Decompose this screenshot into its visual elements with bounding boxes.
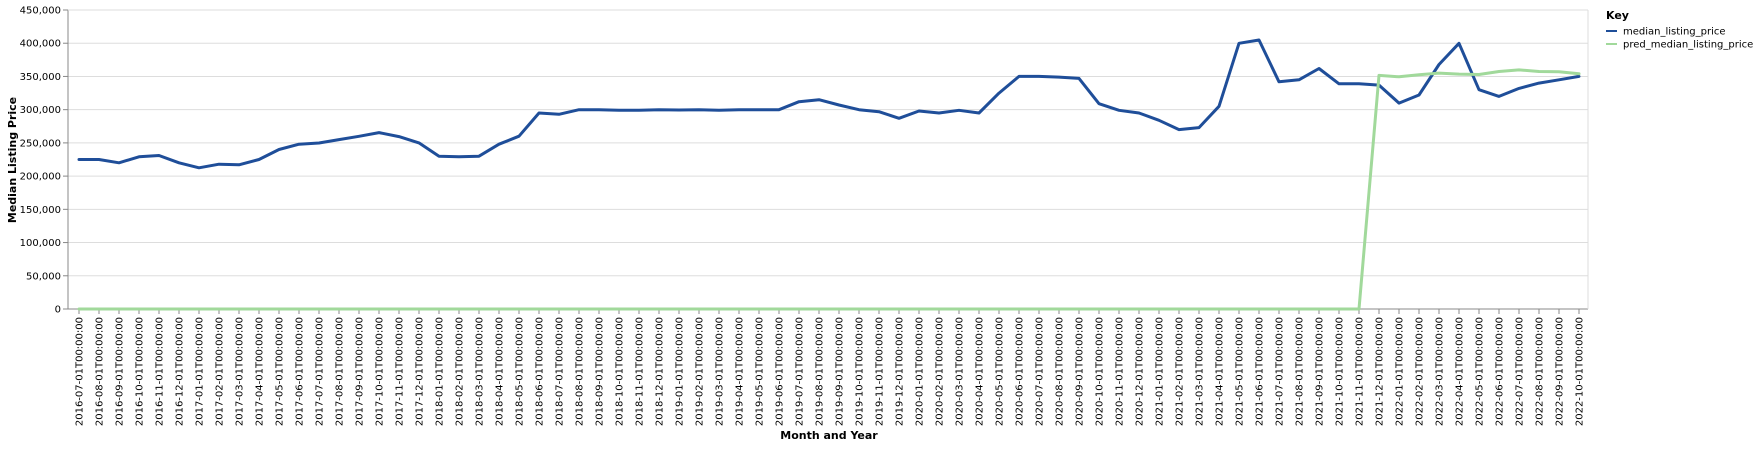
x-tick-label: 2020-10-01T00:00:00 xyxy=(1095,317,1106,426)
x-tick-label: 2018-11-01T00:00:00 xyxy=(635,317,646,426)
x-tick-label: 2016-11-01T00:00:00 xyxy=(155,317,166,426)
x-tick-label: 2017-04-01T00:00:00 xyxy=(255,317,266,426)
x-tick-label: 2016-09-01T00:00:00 xyxy=(115,317,126,426)
legend-label: pred_median_listing_price xyxy=(1623,40,1753,51)
x-tick-label: 2022-08-01T00:00:00 xyxy=(1535,317,1546,426)
x-tick-label: 2019-02-01T00:00:00 xyxy=(695,317,706,426)
y-axis-title: Median Listing Price xyxy=(6,97,19,223)
x-tick-label: 2017-03-01T00:00:00 xyxy=(235,317,246,426)
x-tick-label: 2021-09-01T00:00:00 xyxy=(1315,317,1326,426)
x-tick-label: 2019-04-01T00:00:00 xyxy=(735,317,746,426)
x-tick-label: 2022-04-01T00:00:00 xyxy=(1455,317,1466,426)
x-tick-label: 2020-01-01T00:00:00 xyxy=(915,317,926,426)
x-tick-label: 2019-06-01T00:00:00 xyxy=(775,317,786,426)
x-tick-label: 2022-09-01T00:00:00 xyxy=(1555,317,1566,426)
y-tick-label: 250,000 xyxy=(20,138,61,149)
legend: Key median_listing_price pred_median_list… xyxy=(1606,9,1753,51)
x-tick-label: 2020-07-01T00:00:00 xyxy=(1035,317,1046,426)
x-tick-label: 2020-03-01T00:00:00 xyxy=(955,317,966,426)
x-tick-label: 2022-10-01T00:00:00 xyxy=(1575,317,1586,426)
x-tick-label: 2017-11-01T00:00:00 xyxy=(395,317,406,426)
series-lines xyxy=(77,38,1581,311)
x-tick-label: 2018-02-01T00:00:00 xyxy=(455,317,466,426)
x-tick-label: 2018-12-01T00:00:00 xyxy=(655,317,666,426)
x-tick-label: 2017-07-01T00:00:00 xyxy=(315,317,326,426)
x-tick-label: 2017-12-01T00:00:00 xyxy=(415,317,426,426)
x-tick-label: 2021-07-01T00:00:00 xyxy=(1275,317,1286,426)
y-tick-label: 50,000 xyxy=(26,271,61,282)
x-tick-label: 2020-08-01T00:00:00 xyxy=(1055,317,1066,426)
series-line-median-listing-price xyxy=(77,38,1581,170)
y-tick-label: 350,000 xyxy=(20,72,61,83)
x-tick-label: 2018-01-01T00:00:00 xyxy=(435,317,446,426)
x-tick-label: 2021-01-01T00:00:00 xyxy=(1155,317,1166,426)
x-tick-label: 2019-11-01T00:00:00 xyxy=(875,317,886,426)
x-tick-label: 2021-02-01T00:00:00 xyxy=(1175,317,1186,426)
x-tick-label: 2019-01-01T00:00:00 xyxy=(675,317,686,426)
x-tick-label: 2022-05-01T00:00:00 xyxy=(1475,317,1486,426)
x-tick-label: 2018-06-01T00:00:00 xyxy=(535,317,546,426)
x-tick-label: 2021-08-01T00:00:00 xyxy=(1295,317,1306,426)
x-tick-label: 2019-08-01T00:00:00 xyxy=(815,317,826,426)
x-tick-label: 2016-08-01T00:00:00 xyxy=(95,317,106,426)
y-tick-label: 300,000 xyxy=(20,105,61,116)
x-tick-label: 2021-05-01T00:00:00 xyxy=(1235,317,1246,426)
x-tick-label: 2018-10-01T00:00:00 xyxy=(615,317,626,426)
x-tick-label: 2018-04-01T00:00:00 xyxy=(495,317,506,426)
x-tick-label: 2018-08-01T00:00:00 xyxy=(575,317,586,426)
x-tick-label: 2019-10-01T00:00:00 xyxy=(855,317,866,426)
x-tick-label: 2022-02-01T00:00:00 xyxy=(1415,317,1426,426)
x-tick-label: 2022-06-01T00:00:00 xyxy=(1495,317,1506,426)
x-tick-label: 2018-09-01T00:00:00 xyxy=(595,317,606,426)
x-tick-label: 2021-06-01T00:00:00 xyxy=(1255,317,1266,426)
y-tick-label: 200,000 xyxy=(20,172,61,183)
axes: 0 50,000 100,000 150,000 200,000 250,000 300,0… xyxy=(20,6,1589,426)
x-tick-label: 2018-05-01T00:00:00 xyxy=(515,317,526,426)
x-tick-label: 2019-05-01T00:00:00 xyxy=(755,317,766,426)
x-tick-label: 2021-12-01T00:00:00 xyxy=(1375,317,1386,426)
x-tick-label: 2020-06-01T00:00:00 xyxy=(1015,317,1026,426)
x-tick-label: 2021-03-01T00:00:00 xyxy=(1195,317,1206,426)
legend-label: median_listing_price xyxy=(1623,27,1726,38)
gridlines xyxy=(68,9,1588,310)
x-tick-label: 2017-02-01T00:00:00 xyxy=(215,317,226,426)
x-tick-label: 2020-09-01T00:00:00 xyxy=(1075,317,1086,426)
x-tick-label: 2016-10-01T00:00:00 xyxy=(135,317,146,426)
x-tick-label: 2021-04-01T00:00:00 xyxy=(1215,317,1226,426)
x-tick-label: 2016-12-01T00:00:00 xyxy=(175,317,186,426)
y-tick-label: 100,000 xyxy=(20,238,61,249)
x-tick-label: 2019-12-01T00:00:00 xyxy=(895,317,906,426)
series-line-pred-median-listing-price xyxy=(77,68,1581,311)
x-tick-label: 2020-12-01T00:00:00 xyxy=(1135,317,1146,426)
x-tick-label: 2018-03-01T00:00:00 xyxy=(475,317,486,426)
x-tick-label: 2017-05-01T00:00:00 xyxy=(275,317,286,426)
x-tick-label: 2021-10-01T00:00:00 xyxy=(1335,317,1346,426)
x-tick-label: 2017-09-01T00:00:00 xyxy=(355,317,366,426)
y-tick-label: 450,000 xyxy=(20,6,61,17)
x-tick-label: 2020-05-01T00:00:00 xyxy=(995,317,1006,426)
x-tick-label: 2020-04-01T00:00:00 xyxy=(975,317,986,426)
x-tick-label: 2022-07-01T00:00:00 xyxy=(1515,317,1526,426)
legend-title: Key xyxy=(1606,9,1629,22)
x-axis-title: Month and Year xyxy=(780,429,878,442)
x-tick-label: 2019-03-01T00:00:00 xyxy=(715,317,726,426)
x-tick-label: 2017-01-01T00:00:00 xyxy=(195,317,206,426)
x-tick-label: 2019-09-01T00:00:00 xyxy=(835,317,846,426)
y-tick-label: 400,000 xyxy=(20,39,61,50)
x-tick-label: 2021-11-01T00:00:00 xyxy=(1355,317,1366,426)
x-tick-label: 2022-01-01T00:00:00 xyxy=(1395,317,1406,426)
x-tick-label: 2020-02-01T00:00:00 xyxy=(935,317,946,426)
y-tick-label: 0 xyxy=(55,305,61,316)
x-tick-label: 2017-10-01T00:00:00 xyxy=(375,317,386,426)
x-tick-label: 2017-08-01T00:00:00 xyxy=(335,317,346,426)
y-tick-label: 150,000 xyxy=(20,205,61,216)
x-tick-label: 2020-11-01T00:00:00 xyxy=(1115,317,1126,426)
x-tick-label: 2018-07-01T00:00:00 xyxy=(555,317,566,426)
x-tick-label: 2017-06-01T00:00:00 xyxy=(295,317,306,426)
x-tick-label: 2016-07-01T00:00:00 xyxy=(75,317,86,426)
x-tick-label: 2022-03-01T00:00:00 xyxy=(1435,317,1446,426)
x-tick-label: 2019-07-01T00:00:00 xyxy=(795,317,806,426)
